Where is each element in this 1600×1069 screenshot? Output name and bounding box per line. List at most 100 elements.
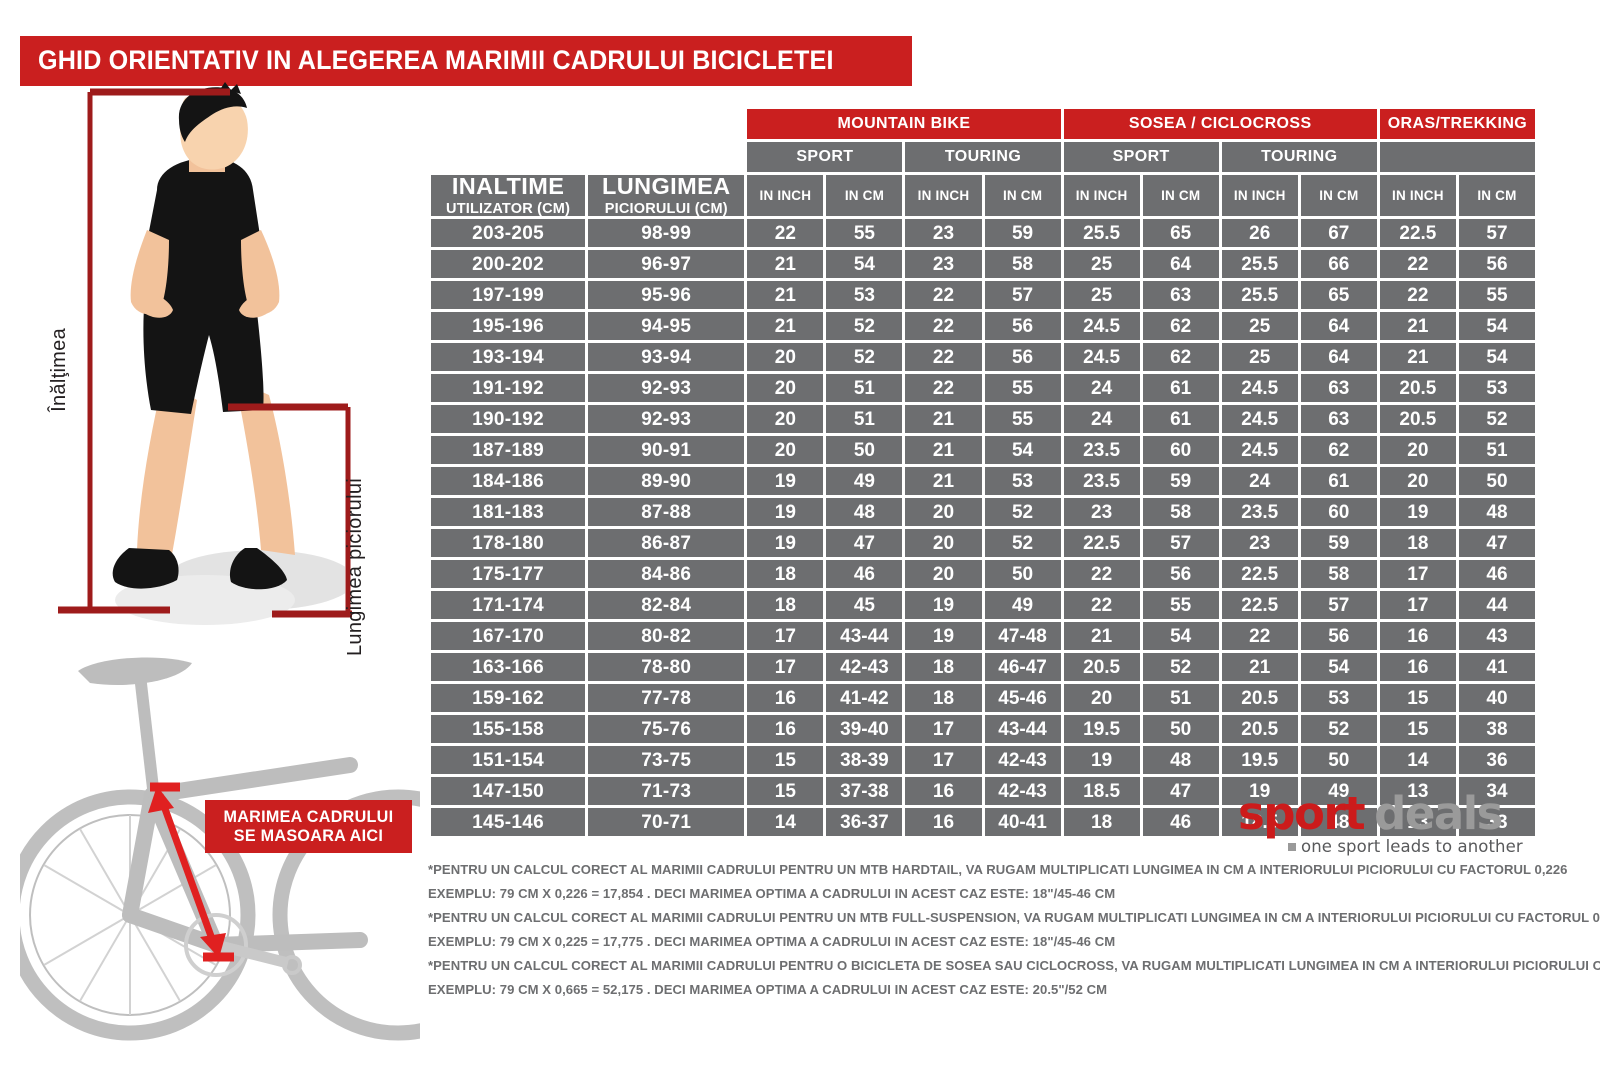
cell-size-value: 59 (1142, 467, 1219, 495)
cell-size-value: 55 (826, 219, 903, 247)
cell-size-value: 61 (1300, 467, 1377, 495)
header-user-height-line2: UTILIZATOR (CM) (446, 200, 571, 217)
cell-size-value: 22 (1221, 622, 1298, 650)
cell-user-height: 197-199 (431, 281, 586, 309)
unit-header-6: IN INCH (1221, 175, 1298, 216)
cell-size-value: 15 (747, 746, 824, 774)
cell-size-value: 55 (984, 405, 1061, 433)
cell-size-value: 19.5 (1221, 746, 1298, 774)
cell-size-value: 21 (1063, 622, 1140, 650)
cell-size-value: 58 (984, 250, 1061, 278)
cell-size-value: 23.5 (1063, 436, 1140, 464)
cell-user-height: 151-154 (431, 746, 586, 774)
unit-header-5: IN CM (1142, 175, 1219, 216)
cell-user-height: 175-177 (431, 560, 586, 588)
cell-size-value: 18 (1379, 529, 1456, 557)
cell-size-value: 14 (747, 808, 824, 836)
cell-size-value: 20 (747, 405, 824, 433)
page-title-banner: GHID ORIENTATIV IN ALEGEREA MARIMII CADR… (20, 36, 912, 86)
cell-leg-length: 73-75 (588, 746, 745, 774)
cell-size-value: 59 (1300, 529, 1377, 557)
table-row: 193-194 93-94 20 52 22 56 24.5 62 25 64 21 54 (431, 343, 1535, 371)
cell-size-value: 50 (1142, 715, 1219, 743)
cell-size-value: 43-44 (984, 715, 1061, 743)
cell-size-value: 14 (1379, 746, 1456, 774)
cell-user-height: 171-174 (431, 591, 586, 619)
cell-size-value: 20.5 (1221, 715, 1298, 743)
cell-size-value: 62 (1142, 312, 1219, 340)
subgroup-header-row: SPORT TOURING SPORT TOURING (431, 142, 1535, 172)
cell-size-value: 22 (905, 374, 982, 402)
cell-size-value: 55 (1458, 281, 1535, 309)
cell-size-value: 25 (1221, 343, 1298, 371)
cell-size-value: 24 (1063, 374, 1140, 402)
cell-size-value: 47 (826, 529, 903, 557)
cell-size-value: 25 (1063, 250, 1140, 278)
square-bullet-icon (1288, 842, 1296, 851)
subgroup-road-sport: SPORT (1063, 142, 1219, 172)
cell-size-value: 52 (826, 312, 903, 340)
cell-size-value: 50 (826, 436, 903, 464)
cell-size-value: 52 (1458, 405, 1535, 433)
unit-header-row: INALTIME UTILIZATOR (CM) LUNGIMEA PICIOR… (431, 174, 1535, 217)
cell-user-height: 200-202 (431, 250, 586, 278)
cell-size-value: 22.5 (1221, 560, 1298, 588)
cell-user-height: 193-194 (431, 343, 586, 371)
cell-size-value: 60 (1142, 436, 1219, 464)
cell-size-value: 19 (1379, 498, 1456, 526)
cell-size-value: 22 (905, 312, 982, 340)
category-header-row: MOUNTAIN BIKE SOSEA / CICLOCROSS ORAS/TR… (431, 109, 1535, 172)
cell-size-value: 25 (1063, 281, 1140, 309)
cell-size-value: 16 (1379, 653, 1456, 681)
unit-header-4: IN INCH (1063, 175, 1140, 216)
table-row: 181-183 87-88 19 48 20 52 23 58 23.5 60 19 48 (431, 498, 1535, 526)
table-row: 167-170 80-82 17 43-44 19 47-48 21 54 22 56 16 43 (431, 622, 1535, 650)
page-title: GHID ORIENTATIV IN ALEGEREA MARIMII CADR… (38, 45, 834, 75)
cell-size-value: 24.5 (1221, 436, 1298, 464)
cell-size-value: 25.5 (1063, 219, 1140, 247)
cell-size-value: 18 (905, 684, 982, 712)
cell-size-value: 16 (905, 777, 982, 805)
cell-size-value: 64 (1300, 343, 1377, 371)
cell-size-value: 24 (1063, 405, 1140, 433)
cell-size-value: 61 (1142, 405, 1219, 433)
table-row: 191-192 92-93 20 51 22 55 24 61 24.5 63 20.5 53 (431, 374, 1535, 402)
cell-size-value: 21 (905, 436, 982, 464)
cell-leg-length: 87-88 (588, 498, 745, 526)
cell-size-value: 48 (1300, 808, 1377, 836)
header-leg-length-line2: PICIORULUI (CM) (604, 200, 728, 217)
cell-size-value: 64 (1142, 250, 1219, 278)
table-row: 145-146 70-71 14 36-37 16 40-41 18 46 18.5 48 13 33 (431, 808, 1535, 836)
cell-user-height: 184-186 (431, 467, 586, 495)
cell-size-value: 46-47 (984, 653, 1061, 681)
logo-word-deals: deals (1374, 787, 1503, 840)
cell-size-value: 63 (1300, 405, 1377, 433)
cell-size-value: 20 (905, 560, 982, 588)
cell-size-value: 51 (826, 405, 903, 433)
cell-size-value: 55 (1142, 591, 1219, 619)
cell-size-value: 59 (984, 219, 1061, 247)
footnote-line: *PENTRU UN CALCUL CORECT AL MARIMII CADR… (428, 958, 1600, 973)
cell-size-value: 40-41 (984, 808, 1061, 836)
cell-size-value: 46 (826, 560, 903, 588)
cell-size-value: 13 (1379, 777, 1456, 805)
cell-user-height: 167-170 (431, 622, 586, 650)
cell-size-value: 57 (984, 281, 1061, 309)
measurement-brackets-icon (58, 88, 352, 618)
cell-leg-length: 94-95 (588, 312, 745, 340)
cell-size-value: 22 (905, 343, 982, 371)
cell-size-value: 21 (1379, 343, 1456, 371)
cell-size-value: 41-42 (826, 684, 903, 712)
cell-size-value: 13 (1379, 808, 1456, 836)
cell-size-value: 24.5 (1221, 405, 1298, 433)
cell-size-value: 23 (905, 219, 982, 247)
subgroup-road-touring: TOURING (1221, 142, 1377, 172)
table-row: 184-186 89-90 19 49 21 53 23.5 59 24 61 20 50 (431, 467, 1535, 495)
cell-size-value: 17 (1379, 560, 1456, 588)
cell-size-value: 62 (1300, 436, 1377, 464)
cell-size-value: 56 (984, 312, 1061, 340)
cell-size-value: 54 (1458, 312, 1535, 340)
cell-leg-length: 77-78 (588, 684, 745, 712)
cell-size-value: 51 (1142, 684, 1219, 712)
cell-size-value: 43 (1458, 622, 1535, 650)
